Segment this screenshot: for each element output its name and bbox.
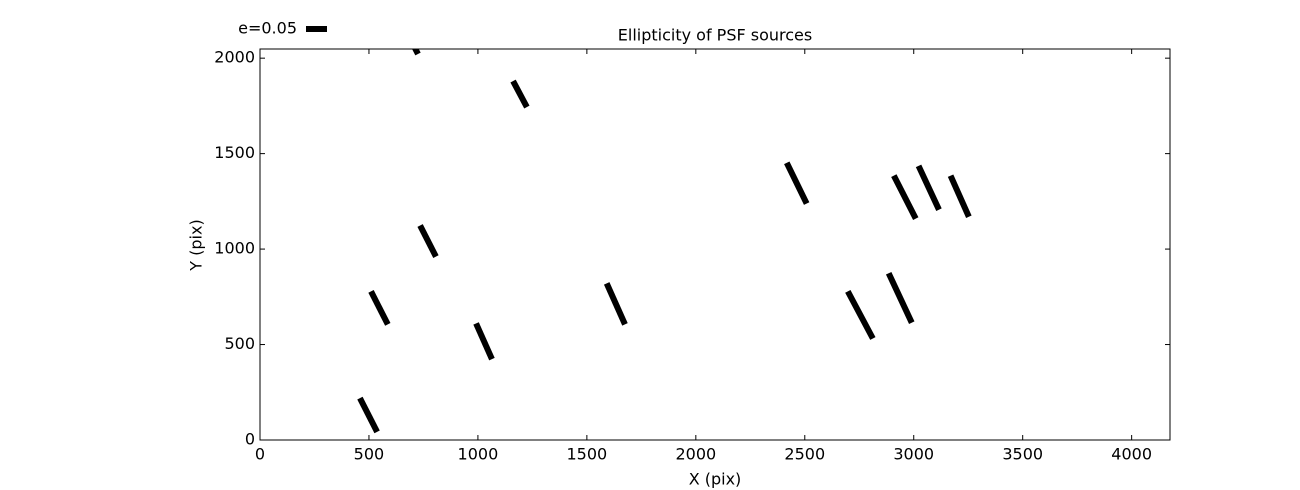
whisker xyxy=(845,289,876,340)
whisker xyxy=(357,396,380,434)
whisker xyxy=(368,290,391,326)
y-tick-label: 0 xyxy=(245,430,255,449)
x-tick-label: 1500 xyxy=(567,445,608,464)
whisker xyxy=(412,49,421,56)
whisker xyxy=(947,174,972,218)
plot-frame xyxy=(259,48,1171,441)
y-tick-label: 1000 xyxy=(214,239,255,258)
x-tick-label: 3500 xyxy=(1002,445,1043,464)
whiskers xyxy=(357,49,972,434)
key-label: e=0.05 xyxy=(238,19,297,38)
x-tick-label: 500 xyxy=(354,445,385,464)
whisker xyxy=(510,79,530,109)
x-tick-label: 2500 xyxy=(784,445,825,464)
y-tick-label: 2000 xyxy=(214,48,255,67)
y-tick-label: 500 xyxy=(224,334,255,353)
x-tick-label: 4000 xyxy=(1111,445,1152,464)
x-axis-label: X (pix) xyxy=(689,470,742,489)
whisker xyxy=(891,174,919,221)
whisker xyxy=(473,322,495,361)
whisker xyxy=(915,164,942,211)
y-tick-label: 1500 xyxy=(214,143,255,162)
whisker xyxy=(885,271,915,324)
whisker xyxy=(417,224,439,258)
x-tick-label: 0 xyxy=(255,445,265,464)
y-axis-label: Y (pix) xyxy=(187,219,206,271)
chart-title: Ellipticity of PSF sources xyxy=(618,26,812,45)
x-tick-label: 2000 xyxy=(675,445,716,464)
whisker xyxy=(784,161,810,205)
x-tick-label: 1000 xyxy=(458,445,499,464)
whisker xyxy=(603,282,628,326)
x-tick-label: 3000 xyxy=(893,445,934,464)
